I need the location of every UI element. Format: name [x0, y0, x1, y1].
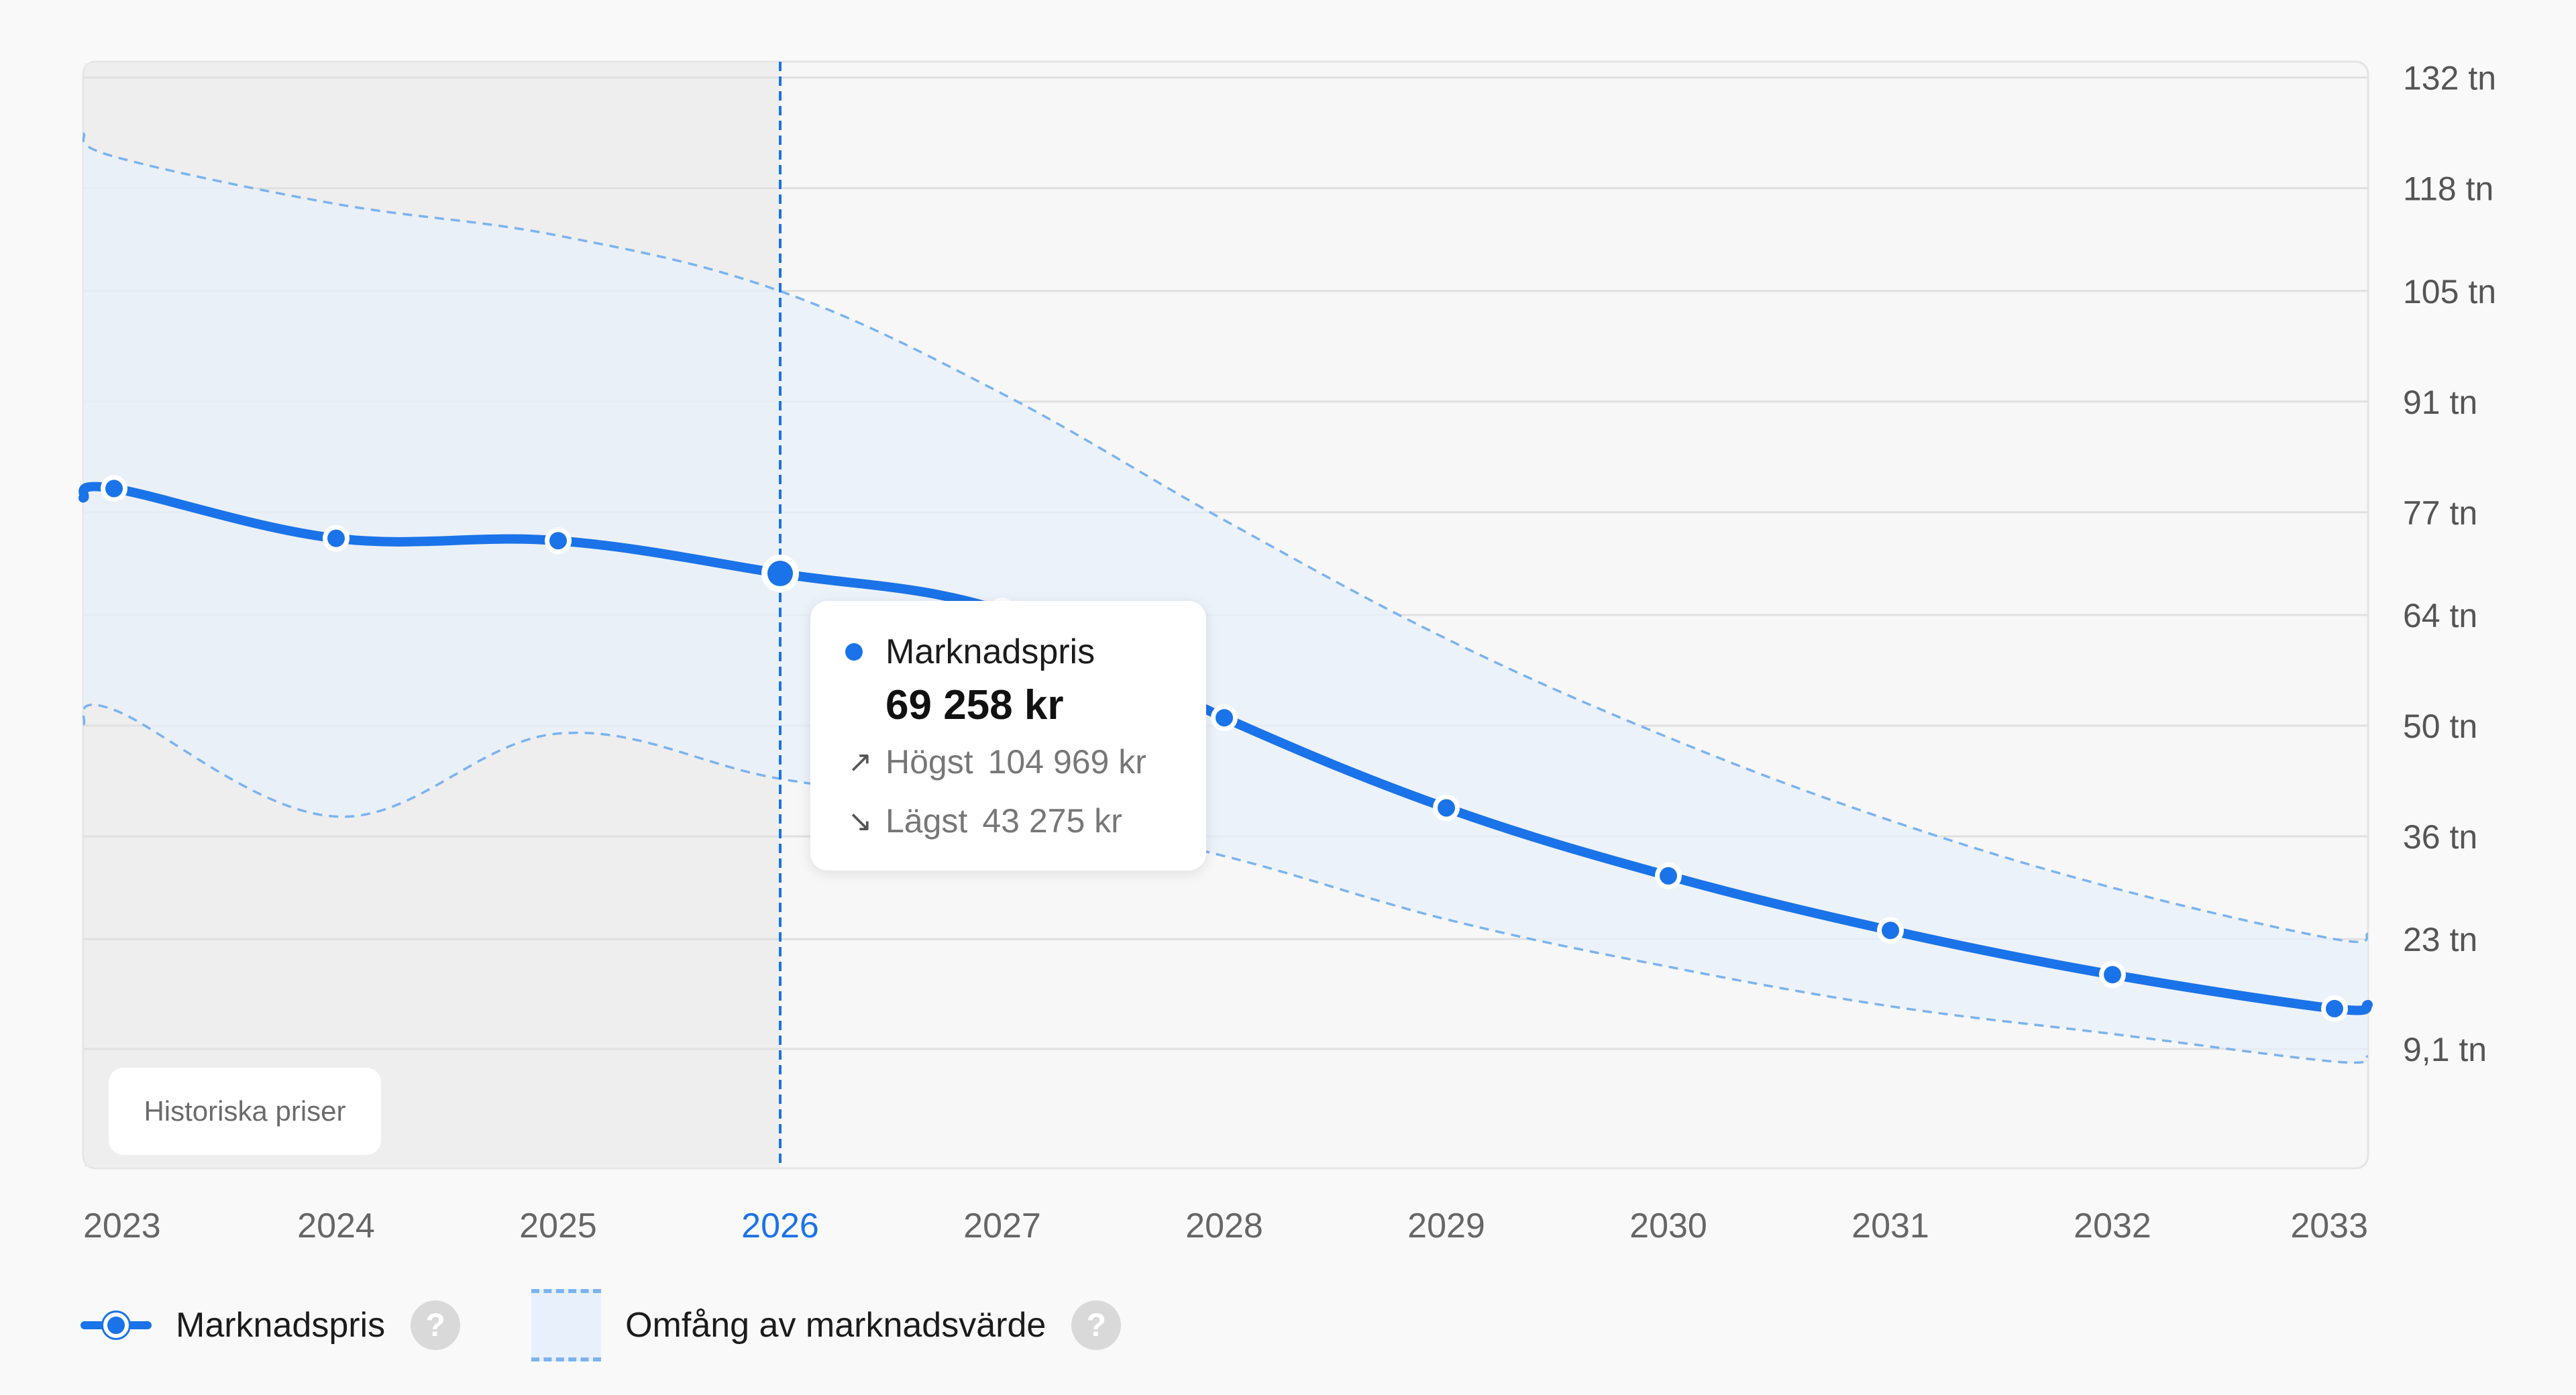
range-band-upper-line [82, 132, 2369, 944]
tooltip-low-value: 43 275 kr [982, 802, 1122, 840]
x-tick-label: 2025 [519, 1207, 597, 1245]
data-point [327, 529, 345, 547]
data-point [2104, 966, 2121, 984]
y-tick-label: 132 tn [2403, 60, 2496, 97]
x-tick-label: 2030 [1629, 1207, 1707, 1245]
help-icon[interactable]: ? [411, 1300, 461, 1350]
data-point [549, 532, 567, 550]
data-point [105, 480, 123, 498]
help-icon[interactable]: ? [1071, 1300, 1122, 1350]
data-point [1216, 709, 1233, 727]
arrow-up-right-icon: ↗ [847, 745, 873, 779]
x-tick-label: 2028 [1185, 1207, 1263, 1245]
x-tick-label: 2029 [1407, 1207, 1485, 1245]
tooltip-high-label: Högst [885, 743, 973, 781]
historical-prices-badge: Historiska priser [109, 1068, 381, 1155]
chart-legend: Marknadspris ? Omfång av marknadsvärde ? [80, 1289, 1122, 1361]
range-band-area [83, 133, 2368, 1064]
data-point [2326, 999, 2343, 1017]
tooltip-header: Marknadspris [845, 625, 1206, 679]
range-band-lower-line [82, 704, 2369, 1064]
y-tick-label: 77 tn [2403, 494, 2477, 532]
tooltip-title: Marknadspris [885, 632, 1095, 671]
tooltip-high-value: 104 969 kr [987, 743, 1146, 781]
tooltip-series-dot [845, 643, 863, 661]
x-tick-label: 2032 [2074, 1207, 2151, 1245]
legend-line-label: Marknadspris [176, 1306, 386, 1345]
data-point [767, 561, 793, 587]
legend-area-label: Omfång av marknadsvärde [625, 1306, 1046, 1345]
y-tick-label: 91 tn [2403, 384, 2477, 421]
x-tick-label: 2027 [963, 1207, 1041, 1245]
data-point [1438, 799, 1455, 817]
y-tick-label: 36 tn [2403, 818, 2477, 856]
legend-line-swatch [80, 1305, 152, 1345]
tooltip-low-row: ↘ Lägst 43 275 kr [845, 791, 1206, 850]
y-tick-label: 50 tn [2403, 708, 2477, 745]
tooltip-low-label: Lägst [885, 802, 968, 840]
x-tick-label: 2023 [83, 1207, 161, 1245]
x-tick-label: 2024 [297, 1207, 375, 1245]
y-tick-label: 105 tn [2403, 273, 2496, 311]
tooltip-price: 69 258 kr [885, 682, 1064, 728]
price-tooltip: Marknadspris 69 258 kr ↗ Högst 104 969 k… [810, 601, 1206, 871]
y-tick-label: 9,1 tn [2403, 1031, 2487, 1068]
arrow-down-right-icon: ↘ [847, 804, 873, 838]
data-point [1660, 867, 1677, 885]
tooltip-high-row: ↗ Högst 104 969 kr [845, 732, 1206, 791]
y-tick-label: 64 tn [2403, 597, 2477, 634]
historical-prices-label: Historiska priser [144, 1095, 346, 1127]
y-tick-label: 23 tn [2403, 921, 2477, 958]
x-tick-label: 2026 [741, 1207, 819, 1245]
data-point [1882, 922, 1899, 940]
x-tick-label: 2033 [2290, 1207, 2368, 1245]
x-tick-label: 2031 [1851, 1207, 1929, 1245]
y-tick-label: 118 tn [2403, 170, 2493, 208]
legend-area-swatch [531, 1289, 602, 1361]
